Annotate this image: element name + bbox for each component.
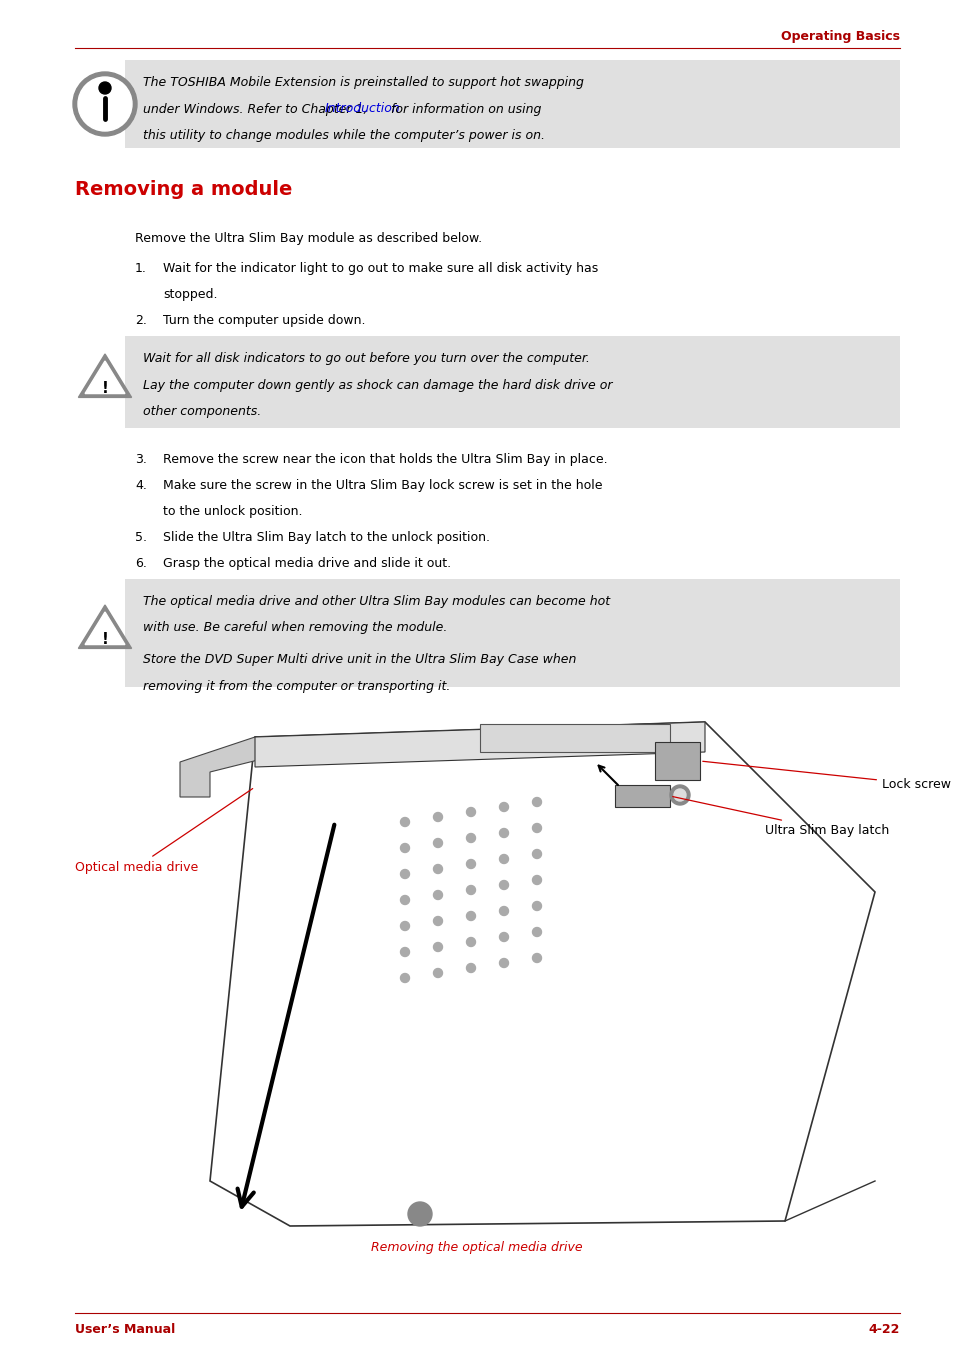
Circle shape xyxy=(408,1202,432,1225)
Circle shape xyxy=(400,843,409,852)
Text: Turn the computer upside down.: Turn the computer upside down. xyxy=(163,313,365,327)
Circle shape xyxy=(466,859,475,869)
Text: Lock screw: Lock screw xyxy=(702,762,950,790)
Circle shape xyxy=(99,82,111,95)
Circle shape xyxy=(466,885,475,894)
Text: Introduction: Introduction xyxy=(325,103,400,115)
Text: The TOSHIBA Mobile Extension is preinstalled to support hot swapping: The TOSHIBA Mobile Extension is preinsta… xyxy=(143,76,583,89)
Polygon shape xyxy=(78,354,132,397)
Text: 4-22: 4-22 xyxy=(868,1323,899,1336)
Circle shape xyxy=(499,932,508,942)
Text: Lay the computer down gently as shock can damage the hard disk drive or: Lay the computer down gently as shock ca… xyxy=(143,378,612,392)
Text: 2.: 2. xyxy=(135,313,147,327)
Circle shape xyxy=(73,72,137,136)
Text: under Windows. Refer to Chapter 1,: under Windows. Refer to Chapter 1, xyxy=(143,103,371,115)
Text: Removing a module: Removing a module xyxy=(75,180,292,199)
Circle shape xyxy=(466,963,475,973)
Circle shape xyxy=(532,875,541,885)
Bar xyxy=(655,742,700,780)
Circle shape xyxy=(499,958,508,967)
Text: Grasp the optical media drive and slide it out.: Grasp the optical media drive and slide … xyxy=(163,557,451,570)
Circle shape xyxy=(400,974,409,982)
Text: User’s Manual: User’s Manual xyxy=(75,1323,175,1336)
Text: stopped.: stopped. xyxy=(163,288,217,301)
Text: 1.: 1. xyxy=(135,262,147,276)
Circle shape xyxy=(466,912,475,920)
Circle shape xyxy=(499,828,508,838)
Circle shape xyxy=(466,938,475,947)
Circle shape xyxy=(673,789,685,801)
Text: 3.: 3. xyxy=(135,453,147,466)
Text: Make sure the screw in the Ultra Slim Bay lock screw is set in the hole: Make sure the screw in the Ultra Slim Ba… xyxy=(163,480,602,492)
Circle shape xyxy=(532,824,541,832)
Text: 4.: 4. xyxy=(135,480,147,492)
Circle shape xyxy=(400,896,409,905)
Polygon shape xyxy=(78,605,132,648)
Text: for information on using: for information on using xyxy=(387,103,541,115)
Circle shape xyxy=(532,797,541,807)
Text: this utility to change modules while the computer’s power is on.: this utility to change modules while the… xyxy=(143,128,544,142)
Circle shape xyxy=(499,907,508,916)
Circle shape xyxy=(433,916,442,925)
Circle shape xyxy=(400,870,409,878)
FancyBboxPatch shape xyxy=(125,59,899,149)
Text: Ultra Slim Bay latch: Ultra Slim Bay latch xyxy=(672,797,888,836)
Text: Operating Basics: Operating Basics xyxy=(781,30,899,43)
Text: The optical media drive and other Ultra Slim Bay modules can become hot: The optical media drive and other Ultra … xyxy=(143,594,610,608)
FancyBboxPatch shape xyxy=(125,336,899,428)
Polygon shape xyxy=(85,361,125,393)
Circle shape xyxy=(433,969,442,978)
Text: 6.: 6. xyxy=(135,557,147,570)
Polygon shape xyxy=(85,612,125,644)
FancyBboxPatch shape xyxy=(125,580,899,688)
Circle shape xyxy=(499,881,508,889)
Text: to the unlock position.: to the unlock position. xyxy=(163,505,302,517)
Circle shape xyxy=(400,817,409,827)
Circle shape xyxy=(532,901,541,911)
Text: other components.: other components. xyxy=(143,405,261,417)
Circle shape xyxy=(400,921,409,931)
Polygon shape xyxy=(180,738,290,797)
Circle shape xyxy=(433,865,442,874)
Circle shape xyxy=(466,808,475,816)
Circle shape xyxy=(433,890,442,900)
Bar xyxy=(615,785,669,807)
Text: !: ! xyxy=(101,631,109,647)
Text: with use. Be careful when removing the module.: with use. Be careful when removing the m… xyxy=(143,621,447,635)
Text: Wait for the indicator light to go out to make sure all disk activity has: Wait for the indicator light to go out t… xyxy=(163,262,598,276)
Text: Remove the Ultra Slim Bay module as described below.: Remove the Ultra Slim Bay module as desc… xyxy=(135,232,481,245)
Polygon shape xyxy=(479,724,669,753)
Text: removing it from the computer or transporting it.: removing it from the computer or transpo… xyxy=(143,680,450,693)
Text: Removing the optical media drive: Removing the optical media drive xyxy=(371,1242,582,1254)
Circle shape xyxy=(433,943,442,951)
Text: Slide the Ultra Slim Bay latch to the unlock position.: Slide the Ultra Slim Bay latch to the un… xyxy=(163,531,490,544)
Circle shape xyxy=(532,954,541,962)
Circle shape xyxy=(433,812,442,821)
Circle shape xyxy=(499,854,508,863)
Circle shape xyxy=(78,77,132,131)
Text: !: ! xyxy=(101,381,109,396)
Text: Remove the screw near the icon that holds the Ultra Slim Bay in place.: Remove the screw near the icon that hold… xyxy=(163,453,607,466)
Circle shape xyxy=(466,834,475,843)
Text: Optical media drive: Optical media drive xyxy=(75,789,253,874)
Text: Store the DVD Super Multi drive unit in the Ultra Slim Bay Case when: Store the DVD Super Multi drive unit in … xyxy=(143,654,576,666)
Text: Wait for all disk indicators to go out before you turn over the computer.: Wait for all disk indicators to go out b… xyxy=(143,353,589,365)
Circle shape xyxy=(532,850,541,858)
Circle shape xyxy=(669,785,689,805)
Circle shape xyxy=(433,839,442,847)
Polygon shape xyxy=(254,721,704,767)
Circle shape xyxy=(400,947,409,957)
Text: 5.: 5. xyxy=(135,531,147,544)
Circle shape xyxy=(532,928,541,936)
Circle shape xyxy=(499,802,508,812)
Polygon shape xyxy=(210,721,874,1225)
